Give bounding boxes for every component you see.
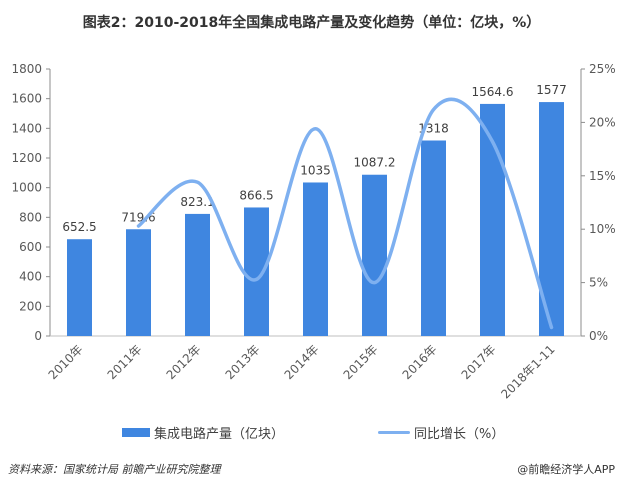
left-tick-label: 1400 (11, 121, 42, 135)
x-tick-label: 2014年 (282, 342, 322, 382)
left-tick-label: 1000 (11, 181, 42, 195)
bar-data-label: 1035 (300, 163, 331, 177)
x-tick-label: 2015年 (341, 342, 381, 382)
x-tick-label: 2016年 (400, 342, 440, 382)
left-tick-label: 200 (19, 299, 42, 313)
brand-credit: @前瞻经济学人APP (517, 463, 615, 476)
x-tick-label: 2018年1-11 (498, 342, 557, 401)
bar (126, 229, 151, 336)
bar (185, 213, 210, 336)
growth-line (136, 97, 554, 330)
legend-swatch-line (378, 431, 410, 434)
left-tick-label: 600 (19, 240, 42, 254)
x-tick-label: 2013年 (223, 342, 263, 382)
bar-data-label: 652.5 (62, 220, 96, 234)
left-tick-label: 1600 (11, 92, 42, 106)
legend-label-bar: 集成电路产量（亿块） (154, 427, 285, 442)
bar-data-label: 1564.6 (472, 85, 514, 99)
bar-data-label: 1087.2 (354, 156, 396, 170)
right-tick-label: 10% (589, 222, 616, 236)
legend-item-line: 同比增长（%） (378, 423, 504, 442)
bar (67, 239, 92, 336)
bar-data-label: 719.6 (121, 210, 155, 224)
left-tick-label: 1200 (11, 151, 42, 165)
x-tick-label: 2017年 (459, 342, 499, 382)
legend-label-line: 同比增长（%） (414, 427, 505, 442)
chart-title: 图表2：2010-2018年全国集成电路产量及变化趋势（单位：亿块，%） (82, 15, 541, 31)
left-tick-label: 800 (19, 210, 42, 224)
right-tick-label: 0% (589, 329, 608, 343)
right-tick-label: 15% (589, 169, 616, 183)
bar (244, 207, 269, 336)
right-tick-label: 25% (589, 62, 616, 76)
x-tick-label: 2012年 (164, 342, 204, 382)
bar-data-label: 866.5 (239, 188, 273, 202)
bar-data-label: 1577 (536, 83, 567, 97)
bar (421, 140, 446, 336)
x-tick-label: 2010年 (46, 342, 86, 382)
right-tick-label: 5% (589, 276, 608, 290)
x-tick-label: 2011年 (105, 342, 145, 382)
left-tick-label: 1800 (11, 62, 42, 76)
bar (362, 174, 387, 336)
source-note: 资料来源：国家统计局 前瞻产业研究院整理 (8, 463, 221, 476)
left-tick-label: 400 (19, 270, 42, 284)
legend-item-bar: 集成电路产量（亿块） (122, 423, 284, 442)
left-tick-label: 0 (34, 329, 42, 343)
legend-swatch-bar (122, 428, 150, 437)
right-tick-label: 20% (589, 115, 616, 129)
bar (303, 182, 328, 336)
bar-data-label: 823.1 (180, 195, 214, 209)
